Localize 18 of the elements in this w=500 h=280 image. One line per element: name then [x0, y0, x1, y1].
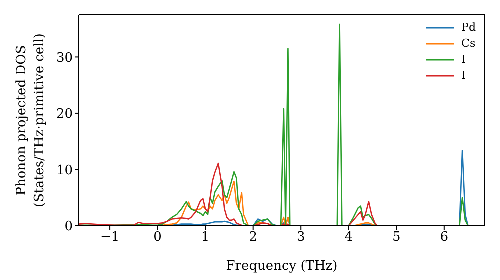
- y-tick-label: 30: [56, 50, 73, 66]
- x-tick-label: 6: [440, 230, 449, 246]
- x-tick-label: −1: [100, 230, 120, 246]
- x-tick-label: 4: [344, 230, 354, 246]
- y-axis-title: Phonon projected DOS (States/THz·primitive cell): [14, 33, 48, 208]
- y-tick-label: 0: [64, 220, 73, 235]
- x-tick-label: 0: [154, 230, 162, 246]
- x-tick-label: 5: [392, 230, 401, 246]
- legend-label: Pd: [462, 20, 476, 36]
- y-tick-label: 20: [56, 107, 73, 122]
- legend-label: I: [462, 68, 466, 84]
- x-tick-label: 2: [249, 230, 258, 246]
- x-tick-label: 1: [201, 230, 210, 246]
- legend-label: I: [462, 52, 466, 68]
- x-tick-label: 3: [296, 230, 306, 246]
- legend-label: Cs: [462, 36, 476, 52]
- x-axis-title: Frequency (THz): [226, 259, 338, 274]
- y-tick-label: 10: [56, 163, 73, 178]
